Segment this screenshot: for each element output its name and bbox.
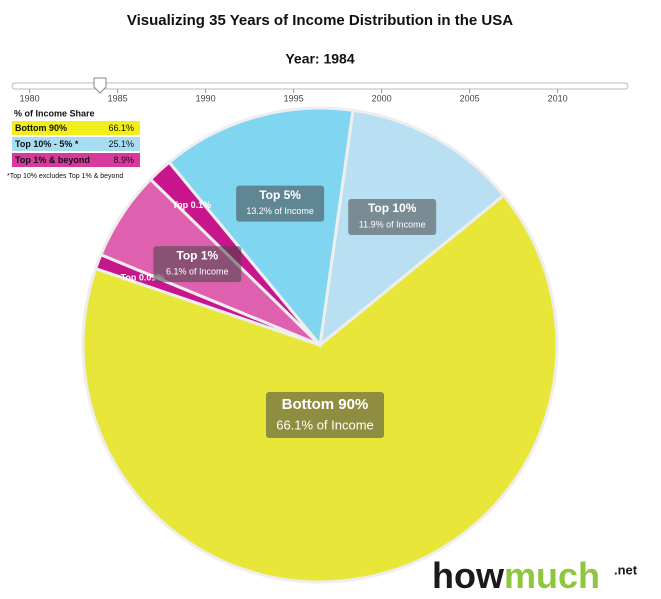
slice-label-box bbox=[236, 185, 325, 222]
slice-label-value: 6.1% of Income bbox=[166, 267, 229, 277]
slider-tick-label: 1990 bbox=[196, 93, 216, 103]
legend-value: 25.1% bbox=[108, 139, 134, 149]
slice-label-name: Bottom 90% bbox=[282, 396, 369, 413]
legend-row bbox=[12, 137, 140, 151]
legend-row bbox=[12, 153, 140, 167]
legend-label: Top 10% - 5% * bbox=[15, 139, 79, 149]
pie-slice bbox=[81, 193, 559, 584]
legend: % of Income Share Bottom 90% 66.1% Top 10% … bbox=[7, 108, 140, 180]
legend-note: *Top 10% excludes Top 1% & beyond bbox=[7, 173, 123, 180]
slice-label-box bbox=[266, 392, 384, 438]
slice-label-box bbox=[153, 246, 242, 283]
slider-tick-label: 1995 bbox=[284, 93, 304, 103]
slice-label-name: Top 10% bbox=[368, 201, 417, 215]
slider-handle[interactable] bbox=[93, 77, 107, 94]
chart-subtitle: Year: 1984 bbox=[285, 51, 354, 67]
legend-value: 66.1% bbox=[108, 123, 134, 133]
slider-tick-label: 2010 bbox=[548, 93, 568, 103]
slice-label-value: 11.9% of Income bbox=[359, 219, 426, 229]
slice-label-name: Top 0.01% bbox=[121, 273, 165, 283]
slider-tick-label: 2000 bbox=[372, 93, 392, 103]
legend-label: Bottom 90% bbox=[15, 123, 67, 133]
slice-label-name: Top 1% bbox=[176, 248, 218, 262]
logo-part: much bbox=[504, 555, 600, 596]
slider-track[interactable] bbox=[11, 82, 629, 90]
slice-label-box bbox=[348, 199, 437, 236]
slice-label-name: Top 0.1% bbox=[172, 200, 211, 210]
logo-suffix: .net bbox=[614, 562, 638, 577]
legend-value: 8.9% bbox=[113, 155, 134, 165]
logo-text: howmuch bbox=[432, 555, 600, 596]
slice-label-value: 13.2% of Income bbox=[246, 206, 314, 216]
logo-part: how bbox=[432, 555, 505, 596]
slice-label-name: Top 5% bbox=[259, 188, 301, 202]
slider-tick-label: 1985 bbox=[108, 93, 128, 103]
legend-label: Top 1% & beyond bbox=[15, 155, 90, 165]
pie: Top 10% 11.9% of Income Bottom 90% 66.1% of… bbox=[81, 106, 559, 584]
slice-label-value: 66.1% of Income bbox=[276, 417, 374, 432]
slider-tick-label: 1980 bbox=[20, 93, 40, 103]
legend-title: % of Income Share bbox=[14, 108, 95, 118]
pie-slice bbox=[167, 106, 355, 349]
chart-title: Visualizing 35 Years of Income Distribut… bbox=[127, 12, 513, 29]
legend-row bbox=[12, 121, 140, 135]
logo: howmuch .net bbox=[432, 555, 638, 596]
slider-tick-label: 2005 bbox=[460, 93, 480, 103]
